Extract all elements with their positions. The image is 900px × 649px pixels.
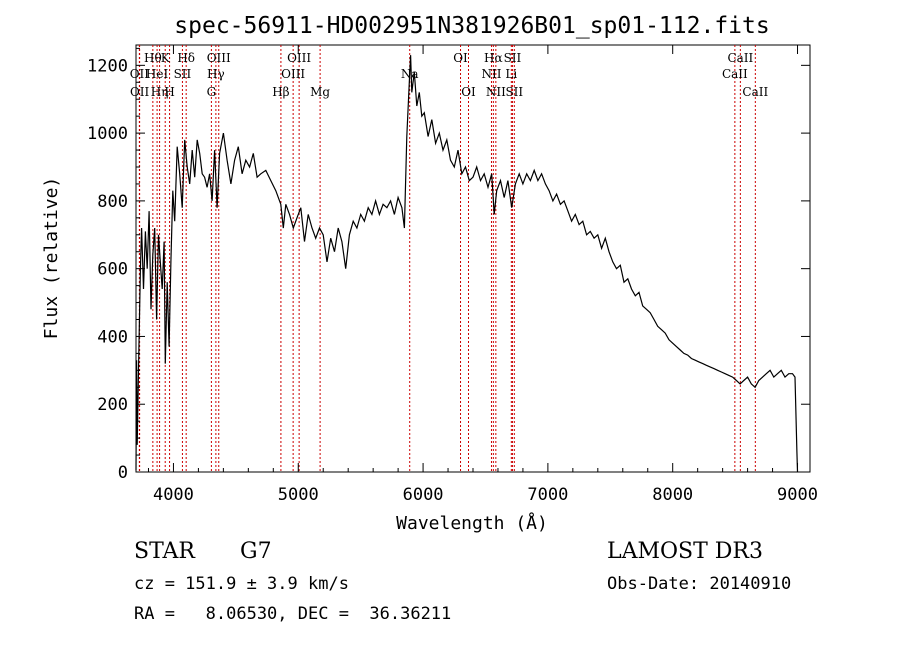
y-tick-label: 1200 — [87, 56, 128, 76]
chart-title: spec-56911-HD002951N381926B01_sp01-112.f… — [174, 13, 769, 39]
y-tick-label: 400 — [97, 327, 128, 347]
spectral-line-label: NII — [486, 85, 506, 99]
spectral-line-label: OII — [130, 67, 150, 81]
y-tick-label: 800 — [97, 192, 128, 212]
survey-name: LAMOST DR3 — [607, 539, 763, 564]
spectral-line-label: OIII — [207, 51, 231, 65]
spectral-line-label: Mg — [310, 85, 330, 99]
x-tick-label: 5000 — [278, 485, 319, 505]
spectral-line-label: Hγ — [207, 67, 225, 81]
spectral-line-label: OIII — [281, 67, 305, 81]
spectral-line-label: Hθ — [144, 51, 162, 65]
redshift-cz: cz = 151.9 ± 3.9 km/s — [134, 574, 349, 594]
y-tick-label: 600 — [97, 260, 128, 280]
y-tick-label: 1000 — [87, 124, 128, 144]
spectral-line-label: G — [207, 85, 217, 99]
x-axis: 4000 5000 6000 7000 8000 9000 — [147, 45, 818, 505]
plot-frame — [135, 44, 811, 473]
spectral-line-label: OI — [453, 51, 468, 65]
x-tick-label: 9000 — [777, 485, 818, 505]
spectral-line-label: Hα — [484, 51, 503, 65]
y-tick-label: 200 — [97, 395, 128, 415]
coordinates: RA = 8.06530, DEC = 36.36211 — [134, 604, 451, 624]
spectral-line-label: SII — [505, 85, 523, 99]
x-tick-label: 8000 — [652, 485, 693, 505]
spectral-line-label: NII — [481, 67, 501, 81]
spectral-line-label: OII — [130, 85, 150, 99]
spectral-line-label: H — [164, 85, 174, 99]
y-axis-label: Flux (relative) — [41, 177, 62, 340]
obs-date: Obs-Date: 20140910 — [607, 574, 791, 594]
spectral-line-markers — [138, 45, 756, 472]
spectral-line-label: HeI — [146, 67, 169, 81]
spectral-line-label: OI — [461, 85, 476, 99]
spectral-line-label: SII — [504, 51, 522, 65]
spectral-line-label: CaII — [742, 85, 768, 99]
y-tick-label: 0 — [118, 463, 128, 483]
x-axis-label: Wavelength (Å) — [396, 512, 548, 534]
spectral-line-label: K — [161, 51, 171, 65]
spectral-line-label: Hδ — [177, 51, 195, 65]
spectral-line-labels: OIIOIIHθHeIHηKHSIIHδGHγOIIIHβOIIIOIIIMgN… — [130, 51, 769, 99]
spectral-line-label: CaII — [722, 67, 748, 81]
spectral-line-label: CaII — [727, 51, 753, 65]
object-subclass: G7 — [240, 539, 272, 564]
spectral-line-label: Hβ — [272, 85, 289, 99]
spectral-line-label: Li — [505, 67, 517, 81]
x-tick-label: 4000 — [153, 485, 194, 505]
series-line — [135, 55, 799, 473]
spectral-line-label: OIII — [287, 51, 311, 65]
y-axis: 0 200 400 600 800 1000 1200 — [87, 47, 810, 483]
spectral-line-label: SII — [174, 67, 192, 81]
x-tick-label: 6000 — [403, 485, 444, 505]
x-tick-label: 7000 — [527, 485, 568, 505]
spectral-line-label: Hη — [151, 85, 169, 99]
object-class: STAR — [134, 539, 196, 564]
